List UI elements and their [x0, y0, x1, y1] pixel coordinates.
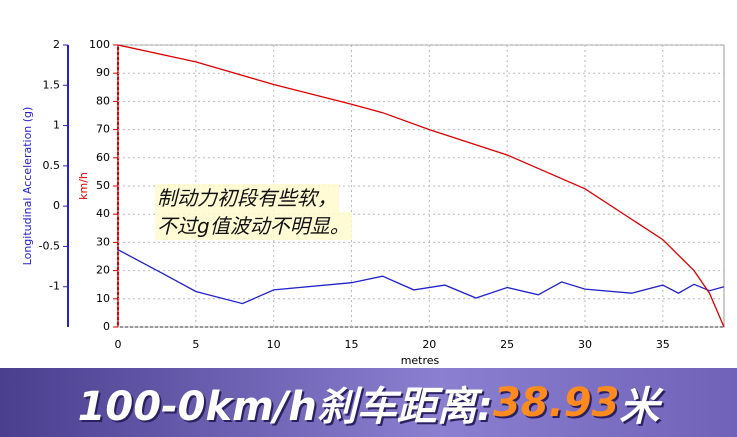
- x-tick-label: 20: [422, 338, 436, 351]
- y2-tick-label: 60: [96, 151, 110, 164]
- annotation-line: 制动力初段有些软，: [155, 184, 339, 212]
- y-tick-label: -1: [49, 280, 60, 293]
- y2-tick-label: 90: [96, 66, 110, 79]
- banner-prefix: 100-0km/h刹车距离:: [77, 383, 493, 430]
- y2-tick-label: 40: [96, 207, 110, 220]
- line: [117, 44, 725, 328]
- y2-axis-label: km/h: [77, 172, 90, 200]
- y2-tick-label: 70: [96, 123, 110, 136]
- annotation-line: 不过g值波动不明显。: [155, 212, 352, 240]
- x-tick-label: 35: [656, 338, 670, 351]
- y2-tick-label: 10: [96, 292, 110, 305]
- y-tick-label: 1.5: [43, 78, 61, 91]
- y2-tick-label: 20: [96, 264, 110, 277]
- y-tick-label: 0: [53, 199, 60, 212]
- y2-tick-label: 0: [103, 320, 110, 333]
- banner-value: 38.93: [492, 379, 620, 426]
- banner: 100-0km/h刹车距离: 38.93 米: [0, 368, 737, 437]
- banner-unit: 米: [619, 383, 660, 430]
- line: [117, 249, 725, 305]
- x-tick-label: 0: [115, 338, 122, 351]
- y-tick-label: 1: [53, 119, 60, 132]
- y2-tick-label: 30: [96, 235, 110, 248]
- y-tick-label: 2: [53, 38, 60, 51]
- y2-tick-label: 100: [89, 38, 110, 51]
- y-axis-label: Longitudinal Acceleration (g): [21, 107, 34, 266]
- y2-tick-label: 50: [96, 179, 110, 192]
- y-tick-label: -0.5: [39, 239, 60, 252]
- x-tick-label: 5: [192, 338, 199, 351]
- x-axis-label: metres: [401, 354, 440, 367]
- x-tick-label: 15: [344, 338, 358, 351]
- y2-tick-label: 80: [96, 94, 110, 107]
- x-tick-label: 25: [500, 338, 514, 351]
- annotation: 制动力初段有些软， 不过g值波动不明显。: [155, 184, 352, 240]
- chart: metres Longitudinal Acceleration (g) km/…: [21, 38, 725, 367]
- x-tick-label: 10: [267, 338, 281, 351]
- x-tick-label: 30: [578, 338, 592, 351]
- y-tick-label: 0.5: [43, 159, 61, 172]
